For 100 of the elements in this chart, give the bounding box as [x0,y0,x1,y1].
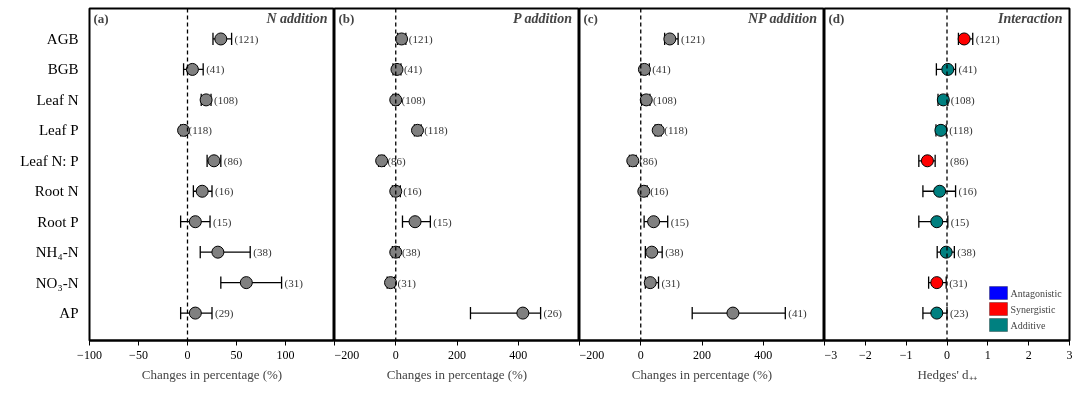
annotation: (118) [188,124,213,138]
annotation: (15) [433,215,453,229]
chart-title: Interaction [996,10,1063,26]
x-tick-label: 0 [637,347,644,362]
annotation: (b) [338,10,355,26]
annotation: (86) [387,154,407,168]
x-tick-label: 100 [276,347,295,362]
point [185,62,199,76]
x-tick-label: 200 [448,347,466,362]
x-tick-label: −3 [824,347,838,362]
x-tick-label: 200 [693,347,711,362]
point [933,184,947,198]
x-tick-label: 3 [1066,347,1072,362]
annotation: (c) [583,10,598,26]
x-axis-title: Hedges' d₊₊ [917,366,977,382]
annotation: (118) [664,124,689,138]
annotation: (26) [543,307,563,321]
y-tick-label: Root N [34,183,79,200]
annotation: (31) [661,276,681,290]
annotation: (41) [403,63,423,77]
annotation: (121) [408,32,434,46]
annotation: (108) [652,93,678,107]
chart-title: P addition [512,10,573,26]
y-tick-label: Root P [37,213,79,230]
x-axis-title: Changes in percentage (%) [631,366,773,382]
annotation: (15) [670,215,690,229]
x-tick-label: 2 [1025,347,1032,362]
annotation: (31) [949,276,968,290]
annotation: (118) [949,124,973,138]
annotation: (41) [958,63,978,77]
x-tick-label: 0 [392,347,399,362]
annotation: (41) [206,63,225,77]
chart-title: N addition [265,10,328,26]
x-tick-label: 0 [184,347,191,362]
annotation: (38) [665,246,684,260]
point [195,184,209,198]
x-tick-label: −100 [77,347,102,362]
point [930,306,944,320]
annotation: (108) [401,93,426,107]
y-tick-label: Leaf P [38,122,79,139]
x-tick-label: −1 [899,347,913,362]
point [726,306,740,320]
point [408,215,422,229]
x-tick-label: 400 [754,347,773,362]
y-tick-label: AGB [46,30,79,47]
annotation: (86) [639,154,658,168]
annotation: (86) [223,154,243,168]
point [177,123,191,137]
annotation: (38) [957,246,977,260]
annotation: (29) [215,307,234,321]
annotation: (16) [958,185,978,199]
legend-label: Additive [1010,319,1047,331]
y-tick-label: Leaf N: P [20,152,79,169]
point [647,215,661,229]
point [516,306,530,320]
annotation: (d) [828,10,845,26]
point [239,276,253,290]
annotation: (31) [397,276,417,290]
point [214,32,228,46]
point [645,245,659,259]
x-axis-title: Changes in percentage (%) [386,366,528,382]
y-tick-label: AP [59,305,79,322]
annotation: (16) [403,185,423,199]
point [930,215,944,229]
annotation: (16) [215,185,234,199]
annotation: (38) [253,246,272,260]
x-tick-label: −50 [129,347,148,362]
y-tick-label: NH₄-N [35,244,79,261]
x-tick-label: 0 [944,347,950,362]
point [188,306,202,320]
annotation: (108) [950,93,975,107]
annotation: (16) [650,185,669,199]
annotation: (118) [424,124,448,138]
annotation: (38) [402,246,421,260]
point [211,245,225,259]
x-tick-label: −2 [858,347,872,362]
annotation: (31) [284,276,304,290]
x-axis-title: Changes in percentage (%) [141,366,283,382]
annotation: (41) [788,307,807,321]
annotation: (a) [93,10,109,26]
annotation: (15) [950,215,970,229]
y-tick-label: BGB [47,61,79,78]
annotation: (23) [950,307,969,321]
chart-title: NP addition [746,10,818,26]
annotation: (121) [681,32,706,46]
annotation: (121) [975,32,1000,46]
annotation: (15) [213,215,232,229]
annotation: (41) [652,63,671,77]
y-tick-label: Leaf N [36,91,79,108]
y-tick-label: NO₃-N [35,274,79,291]
annotation: (121) [234,32,259,46]
x-tick-label: −200 [334,347,360,362]
x-tick-label: −200 [579,347,605,362]
point [188,215,202,229]
legend-label: Antagonistic [1010,287,1063,299]
legend-label: Synergistic [1010,303,1056,315]
x-tick-label: 50 [230,347,243,362]
x-tick-label: 400 [509,347,528,362]
annotation: (108) [214,93,239,107]
annotation: (86) [950,154,969,168]
